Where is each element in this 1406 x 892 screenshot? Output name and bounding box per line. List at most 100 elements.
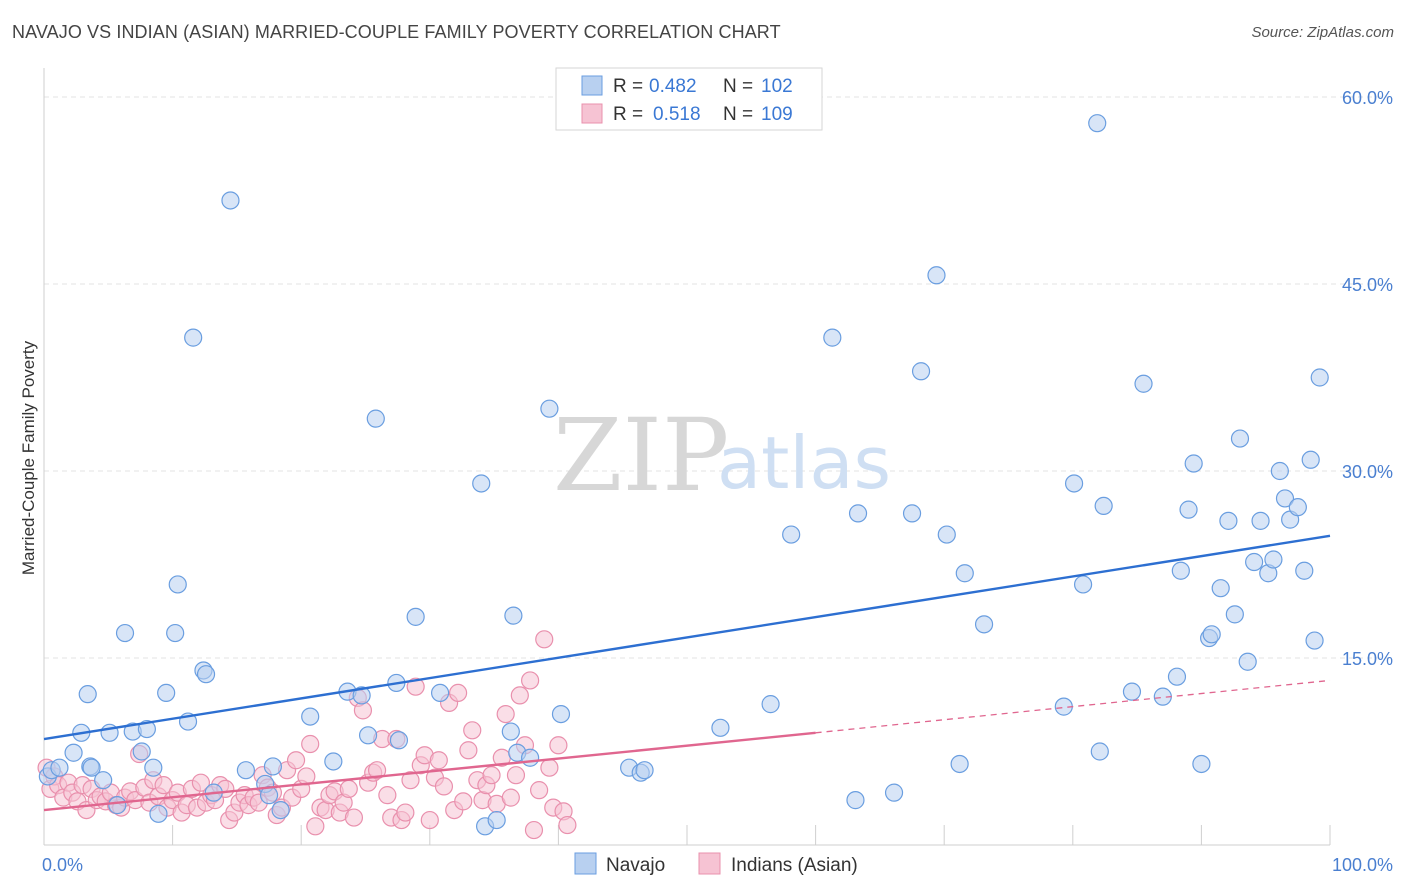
x-tick-label: 100.0%	[1332, 855, 1393, 875]
y-tick-label: 45.0%	[1342, 275, 1393, 295]
navajo-point	[884, 783, 904, 802]
y-tick-labels: 15.0% 30.0% 45.0% 60.0%	[1342, 88, 1393, 669]
navajo-point	[157, 683, 176, 703]
navajo-point	[1275, 489, 1295, 508]
indian-point	[535, 630, 554, 649]
y-axis-label: Married-Couple Family Poverty	[19, 340, 38, 575]
y-tick-label: 60.0%	[1342, 88, 1393, 108]
navajo-point	[1245, 552, 1264, 572]
navajo-point	[1090, 742, 1109, 761]
navajo-point	[551, 704, 571, 724]
navajo-point	[389, 731, 409, 750]
navajo-point	[1219, 511, 1238, 530]
grid-lines	[44, 96, 1392, 659]
navajo-point	[50, 758, 69, 777]
navajo-point	[149, 804, 168, 823]
navajo-point	[540, 399, 559, 418]
indian-point	[549, 736, 568, 755]
navajo-point	[1184, 454, 1203, 473]
navajo-point	[132, 742, 151, 761]
indian-point	[406, 677, 425, 696]
indian-point	[396, 803, 415, 822]
indian-point	[506, 766, 526, 785]
legend-indian-swatch	[581, 103, 603, 124]
y-tick-label: 30.0%	[1342, 462, 1393, 482]
y-tick-label: 15.0%	[1342, 649, 1393, 669]
navajo-point	[472, 474, 491, 493]
navajo-point	[1305, 631, 1324, 650]
navajo-point	[78, 685, 97, 704]
navajo-point	[937, 525, 956, 544]
indian-point	[286, 751, 306, 770]
indian-point	[510, 686, 529, 705]
chart-title: NAVAJO VS INDIAN (ASIAN) MARRIED-COUPLE …	[12, 22, 781, 42]
navajo-point	[1179, 500, 1198, 519]
navajo-point	[1171, 561, 1190, 580]
legend-navajo-n-value: 102	[761, 76, 793, 97]
indian-point	[496, 704, 515, 724]
navajo-point	[263, 757, 283, 776]
indian-point	[454, 792, 473, 811]
navajo-trend-line	[43, 534, 1331, 741]
indian-point	[463, 721, 482, 740]
watermark-zip: ZIP	[553, 397, 729, 514]
navajo-point	[521, 748, 540, 767]
bottom-legend-indian-swatch	[698, 852, 721, 875]
legend-navajo-r-value: 0.482	[649, 76, 697, 97]
navajo-point	[64, 743, 83, 762]
watermark: ZIP atlas	[553, 397, 891, 514]
navajo-point	[1134, 374, 1153, 393]
navajo-point	[137, 719, 156, 739]
navajo-point	[1301, 450, 1320, 469]
navajo-point	[184, 328, 203, 347]
indian-point	[339, 779, 358, 799]
series-navajo-points	[38, 114, 1329, 836]
indian-point	[530, 781, 549, 800]
navajo-point	[144, 758, 163, 777]
navajo-point	[1088, 114, 1107, 133]
navajo-point	[1251, 511, 1270, 530]
indian-point	[524, 820, 544, 840]
indian-point	[429, 751, 448, 770]
navajo-point	[501, 722, 520, 741]
source-label: Source: ZipAtlas.com	[1251, 24, 1394, 41]
navajo-point	[974, 615, 994, 634]
indian-point	[540, 758, 559, 777]
navajo-point	[927, 266, 946, 285]
bottom-legend-indian-label: Indians (Asian)	[731, 855, 858, 876]
legend-navajo-n-label: N =	[723, 76, 753, 97]
navajo-point	[1202, 625, 1221, 644]
indian-point	[558, 815, 577, 835]
navajo-point	[782, 525, 801, 544]
navajo-point	[911, 362, 931, 381]
navajo-point	[366, 409, 385, 428]
navajo-point	[1192, 754, 1211, 774]
indian-trend-line	[43, 731, 816, 812]
navajo-point	[271, 800, 290, 820]
navajo-point	[950, 754, 969, 774]
navajo-point	[1288, 498, 1307, 517]
navajo-point	[846, 791, 865, 810]
navajo-point	[504, 606, 523, 625]
navajo-point	[196, 665, 216, 684]
legend-indian-r-label: R =	[613, 104, 643, 125]
navajo-point	[1094, 496, 1113, 516]
indian-point	[420, 810, 439, 830]
navajo-point	[115, 623, 135, 643]
legend-navajo-r-label: R =	[613, 76, 643, 97]
indian-point	[434, 777, 454, 796]
indian-point	[501, 788, 520, 807]
indian-point	[448, 683, 468, 703]
indian-point	[344, 808, 364, 827]
navajo-point	[1167, 667, 1187, 686]
indian-point	[401, 771, 420, 790]
navajo-point	[324, 752, 343, 771]
navajo-point	[848, 504, 868, 523]
indian-point	[353, 701, 373, 720]
navajo-point	[1238, 652, 1257, 671]
trend-lines	[43, 534, 1331, 812]
navajo-point	[1064, 474, 1084, 493]
legend-indian-n-value: 109	[761, 104, 793, 125]
navajo-point	[108, 796, 127, 815]
navajo-point	[1264, 550, 1283, 569]
